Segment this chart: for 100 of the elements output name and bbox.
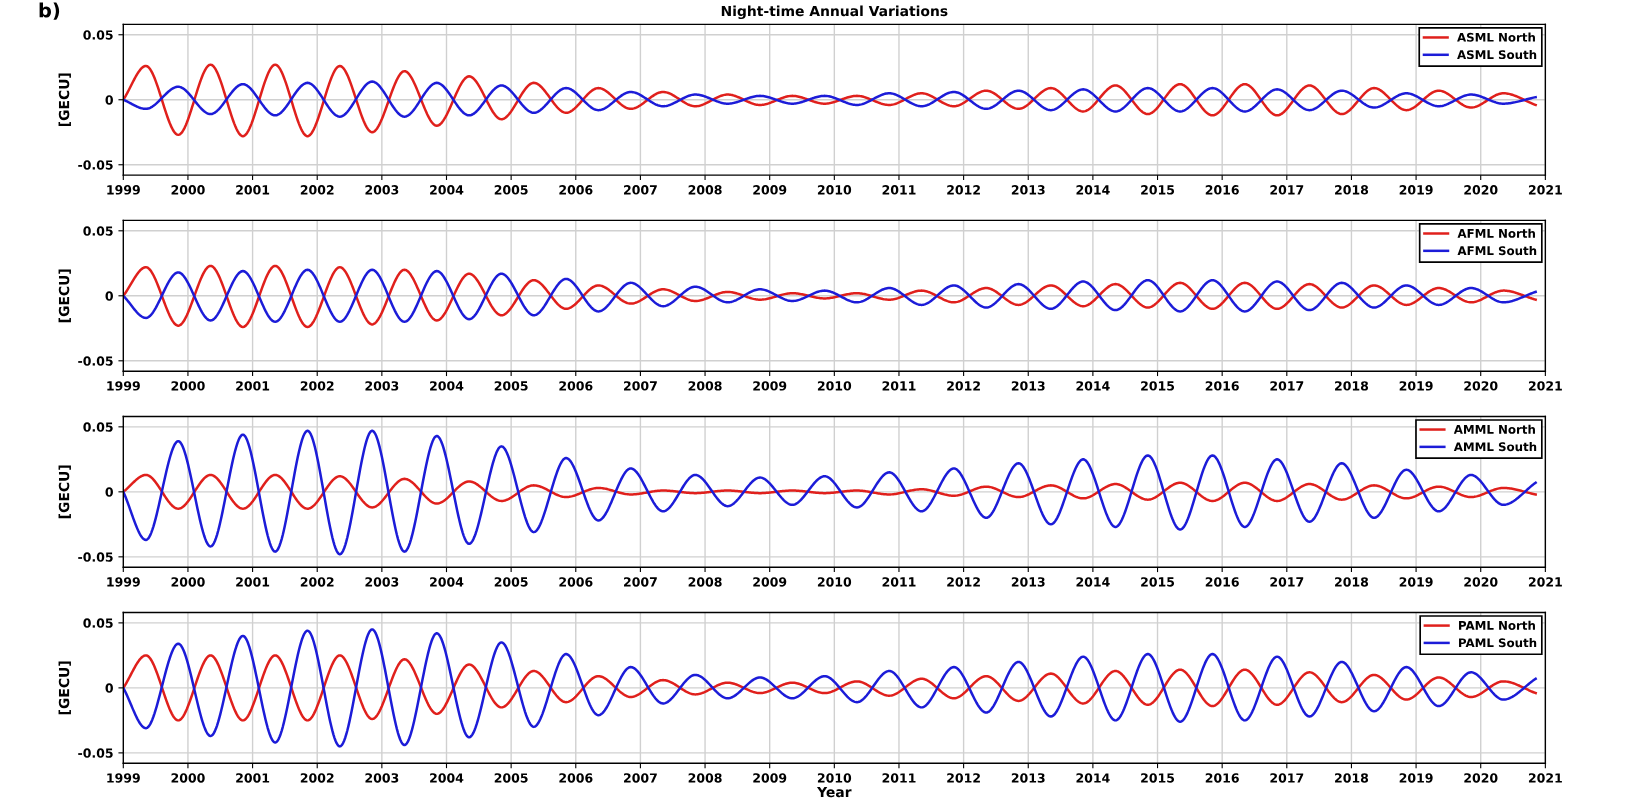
x-tick-label: 2008 [688,773,722,783]
x-tick-label: 2017 [1270,773,1304,783]
x-tick-label: 2006 [559,185,593,195]
x-tick-label: 2001 [236,185,270,195]
x-tick-label: 2006 [559,381,593,391]
x-tick-label: 2002 [300,185,334,195]
x-tick-label: 2001 [236,577,270,587]
chart-title: Night-time Annual Variations [721,5,948,20]
x-tick-label: 2018 [1335,577,1369,587]
x-tick-label: 2018 [1335,381,1369,391]
legend-label: PAML South [1459,638,1537,648]
x-tick-label: 2005 [494,185,528,195]
legend-label: AFML North [1457,228,1535,238]
y-tick-label: -0.05 [78,356,113,366]
x-tick-label: 2017 [1270,381,1304,391]
x-tick-label: 2019 [1399,577,1433,587]
x-tick-label: 2003 [365,773,399,783]
x-tick-label: 2003 [365,381,399,391]
x-tick-label: 2019 [1399,381,1433,391]
y-axis-title: [GECU] [58,465,71,519]
x-tick-label: 2004 [430,577,464,587]
x-tick-label: 2021 [1528,381,1562,391]
y-tick-label: -0.05 [78,160,113,170]
x-tick-label: 2010 [817,577,852,587]
x-tick-label: 2005 [494,577,528,587]
x-tick-label: 2020 [1464,381,1498,391]
x-tick-label: 2021 [1528,577,1562,587]
y-axis-title: [GECU] [58,269,71,323]
y-tick-label: -0.05 [78,748,113,758]
x-tick-label: 2001 [236,773,270,783]
x-tick-label: 2008 [688,381,722,391]
x-tick-label: 2014 [1076,577,1110,587]
x-tick-label: 2004 [430,185,464,195]
x-tick-label: 2016 [1205,381,1239,391]
x-tick-label: 2010 [817,773,852,783]
x-tick-label: 2016 [1205,185,1239,195]
x-tick-label: 2004 [430,773,464,783]
x-tick-label: 2021 [1528,773,1562,783]
x-tick-label: 2005 [494,381,528,391]
y-tick-label: 0 [105,487,113,497]
x-tick-label: 2013 [1011,577,1045,587]
x-axis-title: Year [816,786,852,798]
x-tick-label: 2004 [430,381,464,391]
x-tick-label: 2005 [494,773,528,783]
x-tick-label: 2015 [1141,577,1175,587]
legend-label: AMML North [1453,424,1535,434]
y-tick-label: 0 [105,291,113,301]
x-tick-label: 2007 [624,773,657,783]
x-tick-label: 2020 [1464,185,1498,195]
x-tick-label: 2009 [753,381,787,391]
x-tick-label: 2000 [171,381,205,391]
legend-label: AFML South [1457,245,1537,256]
x-tick-label: 2003 [365,577,399,587]
x-tick-label: 2000 [171,577,205,587]
x-tick-label: 2011 [882,185,916,195]
x-tick-label: 2018 [1335,773,1369,783]
x-tick-label: 2014 [1076,773,1110,783]
x-tick-label: 2006 [559,773,593,783]
x-tick-label: 2007 [624,185,657,195]
x-tick-label: 2019 [1399,185,1433,195]
y-tick-label: 0.05 [83,30,113,40]
y-tick-label: 0.05 [83,618,113,628]
x-tick-label: 1999 [107,577,140,587]
x-tick-label: 2012 [947,185,980,195]
x-tick-label: 2000 [171,773,205,783]
x-tick-label: 2000 [171,185,205,195]
x-tick-label: 2008 [688,185,722,195]
x-tick-label: 2003 [365,185,399,195]
legend-label: AMML South [1453,442,1537,452]
x-tick-label: 1999 [107,185,140,195]
x-tick-label: 2007 [624,381,657,391]
x-tick-label: 2013 [1011,381,1045,391]
x-tick-label: 2011 [882,381,916,391]
legend-label: ASML North [1457,32,1535,42]
x-tick-label: 2008 [688,577,722,587]
x-tick-label: 2013 [1011,773,1045,783]
x-tick-label: 2012 [947,381,980,391]
x-tick-label: 2011 [882,577,916,587]
y-tick-label: -0.05 [78,552,113,562]
x-tick-label: 2002 [300,577,334,587]
x-tick-label: 2010 [817,185,852,195]
x-tick-label: 2006 [559,577,593,587]
y-tick-label: 0.05 [83,422,113,432]
x-tick-label: 2015 [1141,773,1175,783]
x-tick-label: 2014 [1076,381,1110,391]
x-tick-label: 2013 [1011,185,1045,195]
y-tick-label: 0 [105,95,113,105]
legend-label: ASML South [1457,49,1537,60]
x-tick-label: 2009 [753,577,787,587]
y-axis-title: [GECU] [58,661,71,715]
x-tick-label: 2014 [1076,185,1110,195]
x-tick-label: 2001 [236,381,270,391]
x-tick-label: 2010 [817,381,852,391]
x-tick-label: 2012 [947,577,980,587]
x-tick-label: 2002 [300,381,334,391]
x-tick-label: 2009 [753,185,787,195]
legend-label: PAML North [1459,620,1535,630]
x-tick-label: 2009 [753,773,787,783]
x-tick-label: 2012 [947,773,980,783]
x-tick-label: 1999 [107,381,140,391]
